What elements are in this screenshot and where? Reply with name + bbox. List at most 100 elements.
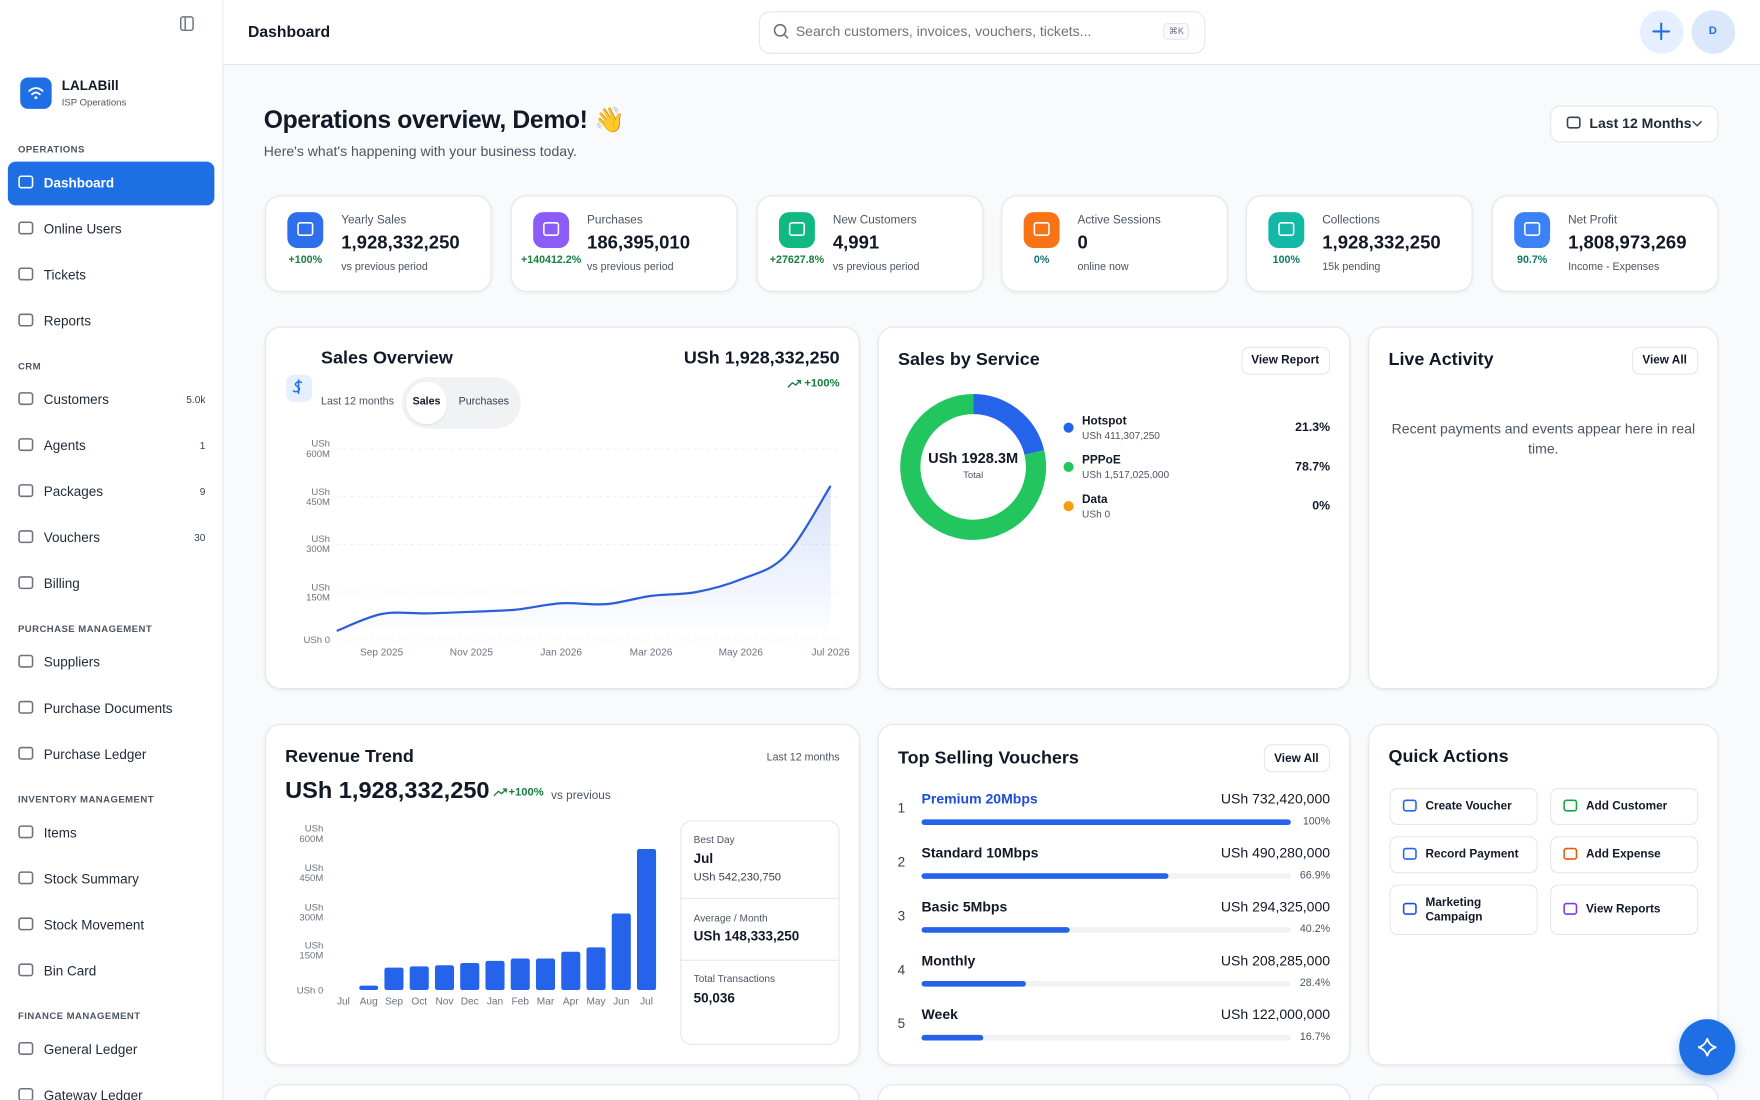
voucher-name[interactable]: Basic 5Mbps: [921, 899, 1008, 915]
voucher-name[interactable]: Standard 10Mbps: [921, 845, 1039, 861]
x-tick-label: Jun: [613, 995, 630, 1007]
nav-item[interactable]: Reports: [43, 313, 91, 329]
voucher-amount: USh 294,325,000: [1220, 899, 1331, 915]
legend-value: 0%: [1312, 499, 1331, 513]
nav-item[interactable]: Purchase Documents: [43, 700, 173, 717]
share-label: 100%: [1302, 815, 1331, 828]
card: [1368, 326, 1719, 690]
card: [877, 1084, 1351, 1100]
avatar[interactable]: [1691, 10, 1736, 54]
total-value: USh 1,928,332,250: [683, 349, 840, 369]
nav-item[interactable]: Customers: [43, 391, 109, 408]
legend-value: 21.3%: [1295, 420, 1331, 435]
nav-item[interactable]: Gateway Ledger: [43, 1087, 143, 1100]
card-title: Quick Actions: [1388, 747, 1509, 767]
x-tick-label: Apr: [562, 995, 579, 1007]
progress-bar: [921, 873, 1169, 879]
y-tick-label: USh 300M: [306, 533, 331, 555]
x-tick-label: Jul 2026: [811, 646, 850, 658]
kpi-label: Net Profit: [1568, 213, 1618, 227]
nav-item[interactable]: Stock Summary: [43, 871, 139, 887]
action-label[interactable]: View Reports: [1586, 902, 1661, 916]
voucher-name[interactable]: Premium 20Mbps: [921, 791, 1038, 808]
search-placeholder: Search customers, invoices, vouchers, ti…: [795, 23, 1092, 40]
tab[interactable]: Purchases: [458, 395, 509, 409]
button-label[interactable]: View All: [1274, 752, 1319, 766]
kpi-value: 1,928,332,250: [341, 232, 460, 254]
overview-title: Operations overview, Demo! 👋: [263, 105, 625, 134]
progress-track: [921, 927, 1291, 933]
nav-item[interactable]: Purchase Ledger: [43, 746, 147, 763]
voucher-name[interactable]: Week: [921, 1006, 958, 1023]
action-label[interactable]: Record Payment: [1425, 847, 1519, 861]
stat-label: Average / Month: [693, 912, 768, 924]
nav-item[interactable]: Dashboard: [43, 175, 115, 191]
y-tick-label: USh 450M: [306, 485, 331, 507]
x-tick-label: Sep: [384, 995, 403, 1007]
nav-item[interactable]: Stock Movement: [43, 917, 145, 933]
progress-track: [921, 981, 1291, 987]
nav-item[interactable]: Tickets: [43, 267, 86, 283]
progress-bar: [921, 927, 1070, 933]
y-tick-label: USh 150M: [299, 939, 324, 962]
tab[interactable]: Sales: [412, 395, 441, 409]
nav-item[interactable]: Bin Card: [43, 963, 97, 979]
nav-item[interactable]: Packages: [43, 483, 103, 500]
y-tick-label: USh 600M: [306, 437, 331, 460]
stat-label: Total Transactions: [693, 973, 776, 985]
action-label[interactable]: Create Voucher: [1425, 799, 1512, 813]
nav-item[interactable]: Online Users: [43, 221, 122, 237]
nav-item[interactable]: Agents: [43, 437, 86, 454]
kpi-value: 1,808,973,269: [1568, 232, 1687, 254]
stat-value: USh 148,333,250: [693, 928, 800, 944]
legend-name: PPPoE: [1082, 453, 1121, 467]
action-label[interactable]: Add Customer: [1586, 799, 1668, 813]
action-label[interactable]: Marketing Campaign: [1425, 895, 1483, 924]
y-tick-label: USh 600M: [299, 822, 324, 845]
progress-bar: [921, 981, 1027, 987]
add-button[interactable]: [1639, 10, 1684, 54]
avatar-initial: D: [1708, 25, 1717, 38]
nav-item[interactable]: Vouchers: [43, 529, 100, 546]
card-title: Sales Overview: [321, 349, 453, 369]
x-tick-label: Mar: [536, 995, 555, 1007]
nav-item[interactable]: Suppliers: [43, 654, 100, 671]
kpi-change: 100%: [1272, 254, 1300, 267]
button[interactable]: [1263, 744, 1331, 773]
share-label: 40.2%: [1299, 923, 1331, 936]
tab-active[interactable]: [406, 381, 447, 425]
nav-badge: 30: [194, 532, 206, 544]
y-tick-label: USh 0: [303, 633, 331, 645]
progress-bar: [921, 1034, 984, 1041]
search-box[interactable]: [758, 11, 1206, 54]
nav-section-title: OPERATIONS: [17, 143, 85, 155]
x-tick-label: Jul: [640, 995, 653, 1007]
empty-state: Recent payments and events appear here i…: [1391, 420, 1696, 457]
button-label[interactable]: View Report: [1251, 353, 1320, 368]
y-tick-label: USh 450M: [299, 861, 324, 884]
button[interactable]: [1632, 346, 1699, 375]
button[interactable]: [1241, 346, 1331, 375]
brand-tagline: ISP Operations: [61, 96, 127, 108]
legend-value: 78.7%: [1295, 460, 1331, 474]
period-label: Last 12 months: [766, 751, 840, 764]
change-value: +100%: [508, 786, 544, 799]
nav-section-title: FINANCE MANAGEMENT: [17, 1010, 141, 1022]
share-label: 28.4%: [1299, 977, 1331, 990]
nav-item-active[interactable]: [7, 161, 215, 205]
legend-amount: USh 1,517,025,000: [1082, 469, 1170, 481]
nav-item[interactable]: General Ledger: [43, 1041, 138, 1058]
shortcut-key: ⌘K: [1163, 23, 1190, 40]
voucher-name[interactable]: Monthly: [921, 952, 976, 969]
nav-item[interactable]: Items: [43, 825, 77, 841]
x-tick-label: Mar 2026: [629, 646, 673, 658]
currency-icon: [286, 374, 313, 402]
kpi-label: Collections: [1322, 213, 1380, 227]
assistant-button[interactable]: [1679, 1019, 1736, 1076]
nav-item[interactable]: Billing: [43, 575, 80, 592]
x-tick-label: Sep 2025: [359, 646, 404, 658]
action-label[interactable]: Add Expense: [1586, 847, 1661, 861]
kpi-value: 1,928,332,250: [1322, 232, 1441, 254]
button-label[interactable]: View All: [1642, 353, 1687, 368]
share-label: 16.7%: [1299, 1030, 1331, 1044]
